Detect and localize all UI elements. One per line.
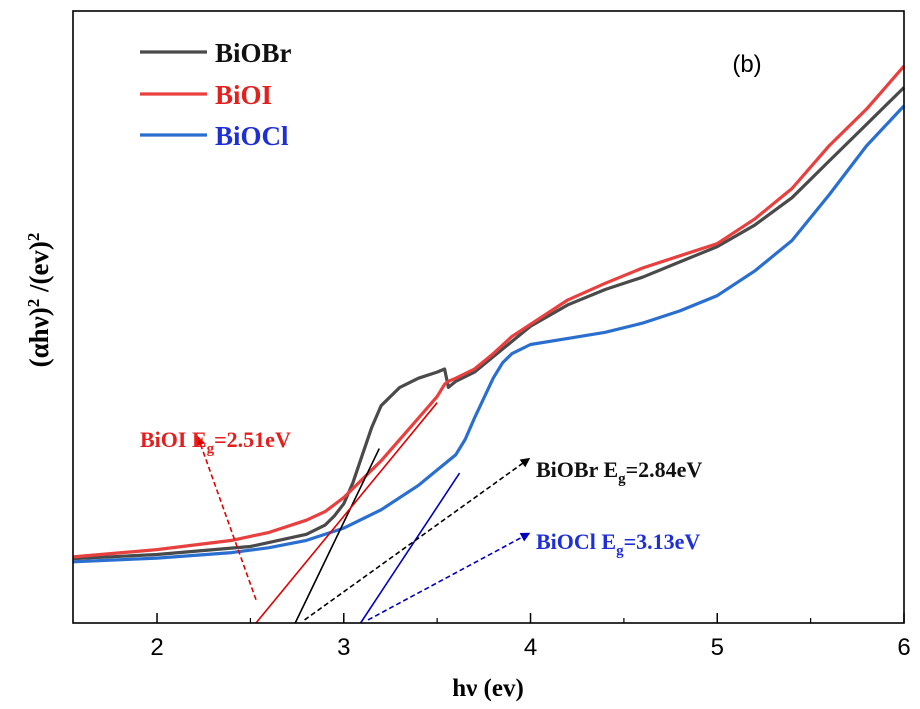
legend-label-biobr: BiOBr bbox=[215, 38, 292, 68]
y-axis-label-sup2: 2 bbox=[24, 233, 43, 242]
x-ticks bbox=[156, 613, 905, 623]
x-tick-label: 4 bbox=[524, 634, 537, 661]
annotation-biobr: BiOBr Eg=2.84eV bbox=[536, 457, 702, 487]
annotation-biocl-sub: g bbox=[616, 543, 624, 559]
legend-label-biocl: BiOCl bbox=[215, 121, 289, 151]
fit-lines-layer bbox=[255, 402, 461, 624]
annotation-biocl-value: =3.13eV bbox=[624, 529, 701, 554]
annotation-biobr-value: =2.84eV bbox=[626, 457, 703, 482]
annotation-bioi-sub: g bbox=[207, 441, 215, 457]
annotation-arrow-biocl bbox=[367, 532, 531, 621]
fit-line-biobr bbox=[294, 448, 380, 624]
legend-label-bioi: BiOI bbox=[215, 80, 272, 110]
series-line-bioi bbox=[72, 65, 906, 559]
x-tick-label: 2 bbox=[150, 634, 163, 661]
panel-label: (b) bbox=[732, 51, 761, 78]
fit-line-bioi bbox=[255, 402, 438, 624]
annotation-biocl: BiOCl Eg=3.13eV bbox=[536, 529, 700, 559]
annotation-bioi-value: =2.51eV bbox=[214, 427, 291, 452]
legend: BiOBr BiOI BiOCl bbox=[140, 38, 292, 151]
plot-frame bbox=[72, 10, 905, 624]
series-line-biocl bbox=[72, 104, 906, 564]
x-axis-label: hν (ev) bbox=[452, 675, 524, 702]
series-layer bbox=[72, 65, 906, 564]
series-line-biobr bbox=[72, 86, 906, 561]
fit-line-biocl bbox=[359, 472, 461, 624]
annotation-biocl-prefix: BiOCl E bbox=[536, 529, 616, 554]
y-axis-label-mid: /(ev) bbox=[24, 241, 54, 299]
y-axis-label-sup1: 2 bbox=[24, 299, 43, 308]
x-tick-labels: 2 3 4 5 6 bbox=[150, 634, 910, 661]
x-tick-label: 6 bbox=[897, 634, 910, 661]
annotation-bioi: BiOI Eg=2.51eV bbox=[140, 427, 291, 457]
annotation-arrow-biobr bbox=[304, 457, 531, 621]
x-tick-label: 3 bbox=[337, 634, 350, 661]
annotation-labels: BiOI Eg=2.51eV BiOBr Eg=2.84eV BiOCl Eg=… bbox=[140, 427, 702, 559]
y-axis-label-main: (αhν) bbox=[24, 307, 54, 367]
x-tick-label: 5 bbox=[711, 634, 724, 661]
annotation-arrow-bioi bbox=[196, 435, 257, 601]
annotation-biobr-prefix: BiOBr E bbox=[536, 457, 618, 482]
y-axis-label: (αhν)2 /(ev)2 bbox=[24, 233, 55, 368]
annotation-biobr-sub: g bbox=[618, 471, 626, 487]
annotation-arrows-layer bbox=[196, 435, 531, 621]
annotation-bioi-prefix: BiOI E bbox=[140, 427, 207, 452]
